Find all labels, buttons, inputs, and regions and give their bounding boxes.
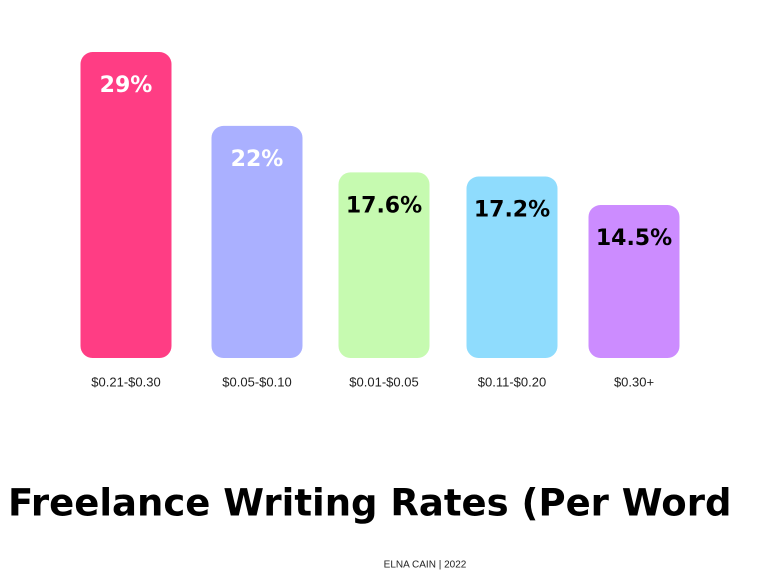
bar (466, 176, 558, 358)
value-label: 17.2% (474, 198, 550, 223)
value-label: 22% (231, 147, 284, 172)
bar (338, 172, 430, 358)
x-tick-label: $0.05-$0.10 (222, 374, 291, 389)
chart-title: Freelance Writing Rates (Per Word (8, 482, 731, 525)
value-label: 14.5% (596, 226, 672, 251)
value-label: 29% (100, 73, 153, 98)
credit: ELNA CAIN | 2022 (384, 560, 467, 571)
bar (80, 52, 172, 359)
bar (588, 205, 680, 358)
x-tick-label: $0.11-$0.20 (478, 374, 546, 389)
x-tick-label: $0.01-$0.05 (349, 374, 418, 389)
x-tick-label: $0.30+ (614, 374, 654, 389)
bar (211, 125, 303, 359)
value-label: 17.6% (346, 193, 422, 218)
x-tick-label: $0.21-$0.30 (91, 374, 160, 389)
